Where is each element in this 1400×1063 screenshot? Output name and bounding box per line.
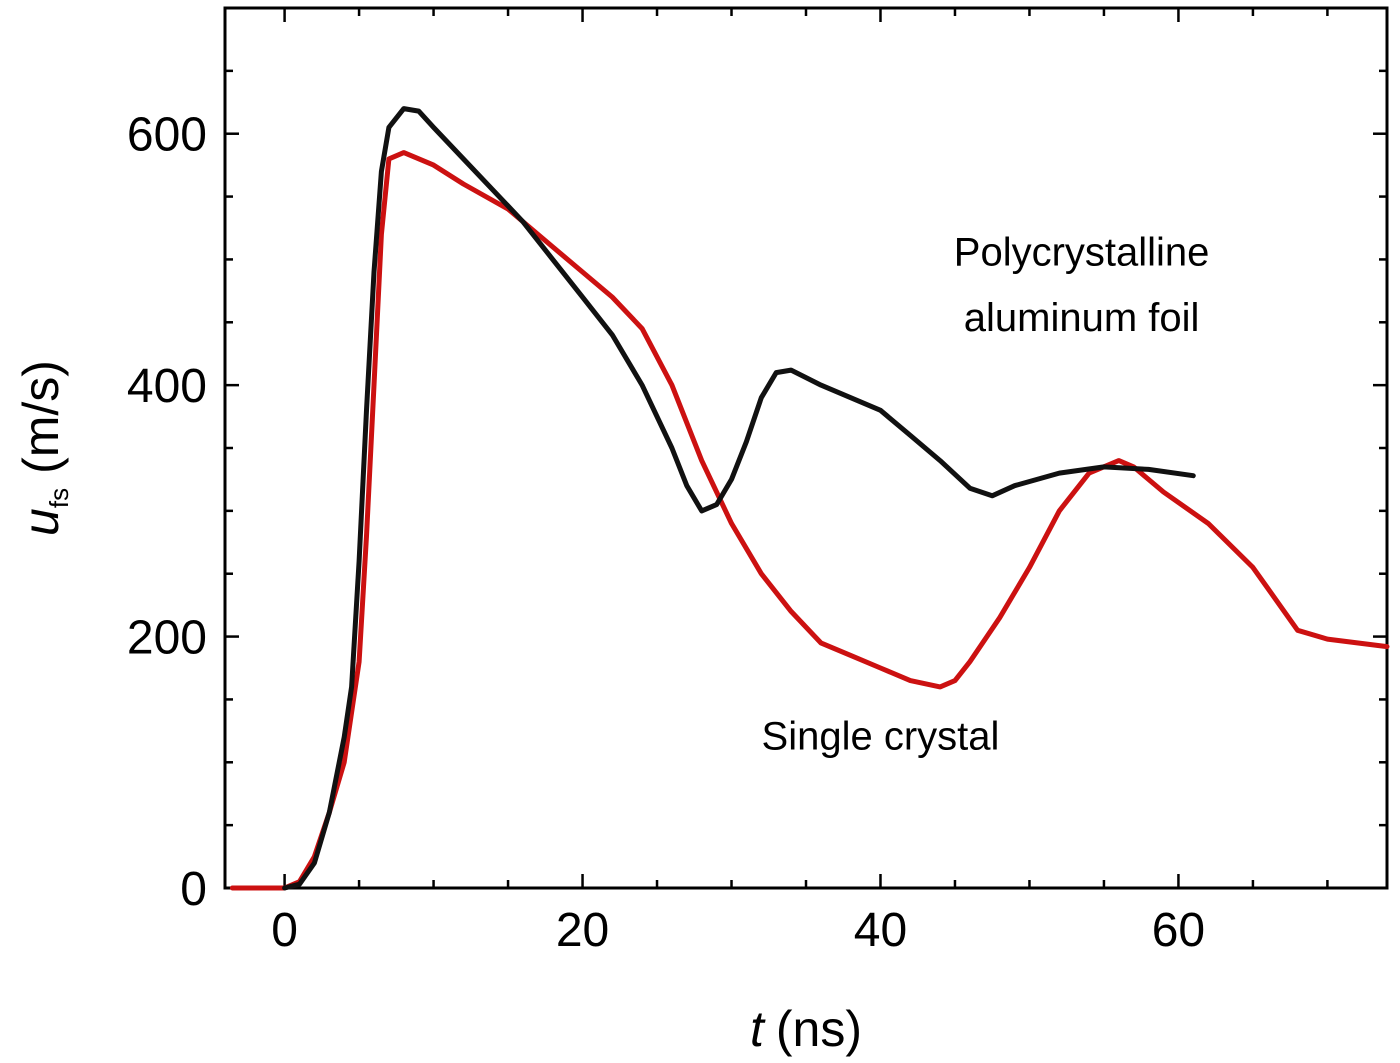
poly-label-line2: aluminum foil — [964, 296, 1200, 340]
y-axis-unit: (m/s) — [13, 360, 69, 474]
x-axis-label: t (ns) — [750, 1001, 862, 1057]
annotations: Polycrystalline aluminum foil Single cryst… — [762, 231, 1210, 759]
y-tick-label: 0 — [180, 863, 207, 916]
x-tick-label: 20 — [556, 904, 609, 957]
x-axis-variable: t — [750, 1001, 766, 1057]
axis-ticks — [225, 6, 1387, 890]
single-crystal-line — [229, 150, 1390, 891]
single-label: Single crystal — [762, 715, 1000, 759]
y-tick-label: 600 — [127, 109, 207, 162]
x-tick-label: 0 — [271, 904, 298, 957]
series-lines — [229, 106, 1390, 891]
x-tick-label: 60 — [1152, 904, 1205, 957]
y-axis-subscript: fs — [44, 488, 74, 508]
y-tick-label: 400 — [127, 360, 207, 413]
x-tick-label: 40 — [854, 904, 907, 957]
poly-label-line1: Polycrystalline — [954, 231, 1210, 275]
y-tick-label: 200 — [127, 612, 207, 665]
y-axis-variable: u — [13, 508, 69, 536]
polycrystalline-line — [282, 106, 1196, 891]
y-axis-label: ufs (m/s) — [13, 360, 74, 536]
x-axis-unit: (ns) — [776, 1001, 862, 1057]
